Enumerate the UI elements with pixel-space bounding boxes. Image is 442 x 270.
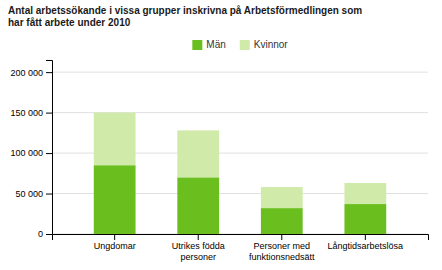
tick-label-line: Personer med bbox=[254, 241, 311, 251]
tick-label: 100 000 bbox=[10, 148, 43, 158]
bar bbox=[261, 187, 303, 208]
grid bbox=[52, 72, 428, 234]
tick-mark bbox=[46, 72, 52, 73]
tick-label: Personer medfunktionsnedsätt bbox=[249, 241, 315, 261]
title-line: har fått arbete under 2010 bbox=[8, 17, 131, 28]
y-tick: 100 000 bbox=[10, 148, 52, 158]
legend-label: Kvinnor bbox=[254, 39, 289, 50]
tick-label: 200 000 bbox=[10, 68, 43, 78]
tick-mark bbox=[114, 234, 115, 240]
bar bbox=[94, 113, 136, 166]
tick-label-line: Långtidsarbetslösa bbox=[328, 241, 404, 251]
y-tick: 50 000 bbox=[15, 189, 52, 199]
tick-label: Långtidsarbetslösa bbox=[328, 241, 404, 251]
y-tick: 150 000 bbox=[10, 108, 52, 118]
bar-series bbox=[94, 113, 386, 208]
tick-label-line: Utrikes födda bbox=[172, 241, 225, 251]
tick-label-line: Ungdomar bbox=[94, 241, 136, 251]
title: Antal arbetssökande i vissa grupper insk… bbox=[8, 5, 362, 28]
legend: Män Kvinnor bbox=[192, 39, 288, 50]
bars bbox=[94, 113, 386, 234]
tick-label-line: funktionsnedsätt bbox=[249, 252, 315, 262]
tick-label: 50 000 bbox=[15, 189, 43, 199]
axis-line bbox=[53, 235, 429, 241]
y-tick: 200 000 bbox=[10, 68, 52, 78]
tick-mark bbox=[46, 153, 52, 154]
bar bbox=[177, 130, 219, 177]
chart-container: Antal arbetssökande i vissa grupper insk… bbox=[0, 0, 442, 270]
axis-line bbox=[46, 61, 53, 235]
legend-item: Kvinnor bbox=[240, 39, 289, 50]
bar-series bbox=[94, 165, 386, 234]
tick-label: 0 bbox=[38, 229, 43, 239]
y-axis: 0 50 000 100 000 150 000 200 000 bbox=[10, 61, 52, 240]
legend-swatch bbox=[240, 40, 250, 50]
tick-label-line: personer bbox=[180, 252, 216, 262]
bar bbox=[344, 183, 386, 204]
y-tick: 0 bbox=[38, 229, 52, 239]
legend-swatch bbox=[192, 40, 202, 50]
x-tick: Långtidsarbetslösa bbox=[328, 234, 404, 251]
bar bbox=[261, 208, 303, 234]
tick-mark bbox=[46, 194, 52, 195]
tick-label: Ungdomar bbox=[94, 241, 136, 251]
bar bbox=[94, 165, 136, 234]
title-line: Antal arbetssökande i vissa grupper insk… bbox=[8, 5, 362, 16]
tick-mark bbox=[281, 234, 282, 240]
legend-label: Män bbox=[206, 39, 225, 50]
chart: Antal arbetssökande i vissa grupper insk… bbox=[0, 0, 442, 270]
tick-mark bbox=[365, 234, 366, 240]
legend-item: Män bbox=[192, 39, 225, 50]
bar bbox=[344, 204, 386, 234]
plot: 0 50 000 100 000 150 000 200 000 Ungdomar Utri… bbox=[10, 61, 428, 262]
x-tick: Utrikes föddapersoner bbox=[172, 234, 225, 262]
tick-mark bbox=[46, 234, 52, 235]
tick-label: Utrikes föddapersoner bbox=[172, 241, 225, 261]
x-tick: Personer medfunktionsnedsätt bbox=[249, 234, 315, 262]
grid-line bbox=[52, 72, 428, 73]
tick-mark bbox=[46, 113, 52, 114]
x-axis: Ungdomar Utrikes föddapersoner Personer me… bbox=[53, 234, 429, 262]
tick-mark bbox=[198, 234, 199, 240]
x-tick: Ungdomar bbox=[94, 234, 136, 251]
tick-label: 150 000 bbox=[10, 108, 43, 118]
bar bbox=[177, 177, 219, 234]
